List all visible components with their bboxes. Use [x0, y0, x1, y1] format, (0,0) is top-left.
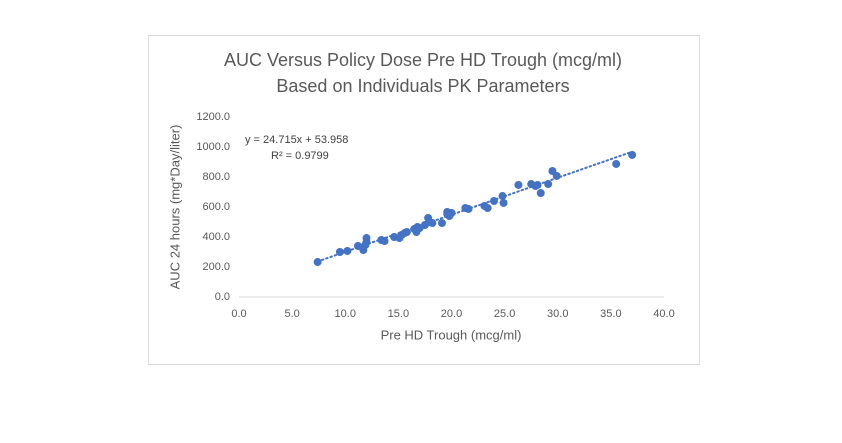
x-tick-label: 30.0 [547, 308, 568, 320]
x-tick-label: 40.0 [653, 308, 674, 320]
data-point [544, 180, 553, 189]
data-point [552, 171, 561, 180]
data-point [343, 246, 352, 255]
data-point [362, 237, 371, 246]
trendline-equation: y = 24.715x + 53.958 [245, 134, 348, 146]
data-point [313, 258, 322, 267]
data-point [533, 180, 542, 189]
y-tick-label: 800.0 [202, 171, 230, 183]
chart-subtitle: Based on Individuals PK Parameters [276, 76, 569, 96]
data-point [402, 228, 411, 237]
data-point [536, 189, 545, 198]
trendline-r2: R² = 0.9799 [271, 150, 329, 162]
data-point [612, 159, 621, 168]
data-point [443, 210, 452, 219]
data-point [498, 192, 507, 201]
y-tick-label: 600.0 [202, 201, 230, 213]
y-tick-label: 1000.0 [196, 141, 230, 153]
data-point [464, 204, 473, 213]
chart-frame [148, 35, 700, 365]
x-tick-label: 15.0 [388, 308, 409, 320]
x-tick-label: 25.0 [494, 308, 515, 320]
data-point [628, 150, 637, 159]
data-point [437, 219, 446, 228]
x-tick-label: 0.0 [231, 308, 246, 320]
x-tick-label: 5.0 [284, 308, 299, 320]
chart-title: AUC Versus Policy Dose Pre HD Trough (mc… [224, 50, 622, 70]
y-tick-label: 0.0 [215, 291, 230, 303]
x-tick-label: 10.0 [335, 308, 356, 320]
y-tick-label: 400.0 [202, 231, 230, 243]
data-point [428, 219, 437, 228]
data-point [483, 204, 492, 213]
y-axis-title: AUC 24 hours (mg*Day/liter) [167, 125, 182, 290]
data-point [335, 248, 344, 256]
x-axis-title: Pre HD Trough (mcg/ml) [381, 327, 522, 342]
data-point [514, 180, 523, 189]
data-point [380, 237, 389, 246]
data-point [490, 197, 498, 205]
data-point [499, 198, 508, 207]
x-tick-label: 20.0 [441, 308, 462, 320]
y-tick-label: 1200.0 [196, 111, 230, 123]
y-tick-label: 200.0 [202, 261, 230, 273]
x-tick-label: 35.0 [600, 308, 621, 320]
